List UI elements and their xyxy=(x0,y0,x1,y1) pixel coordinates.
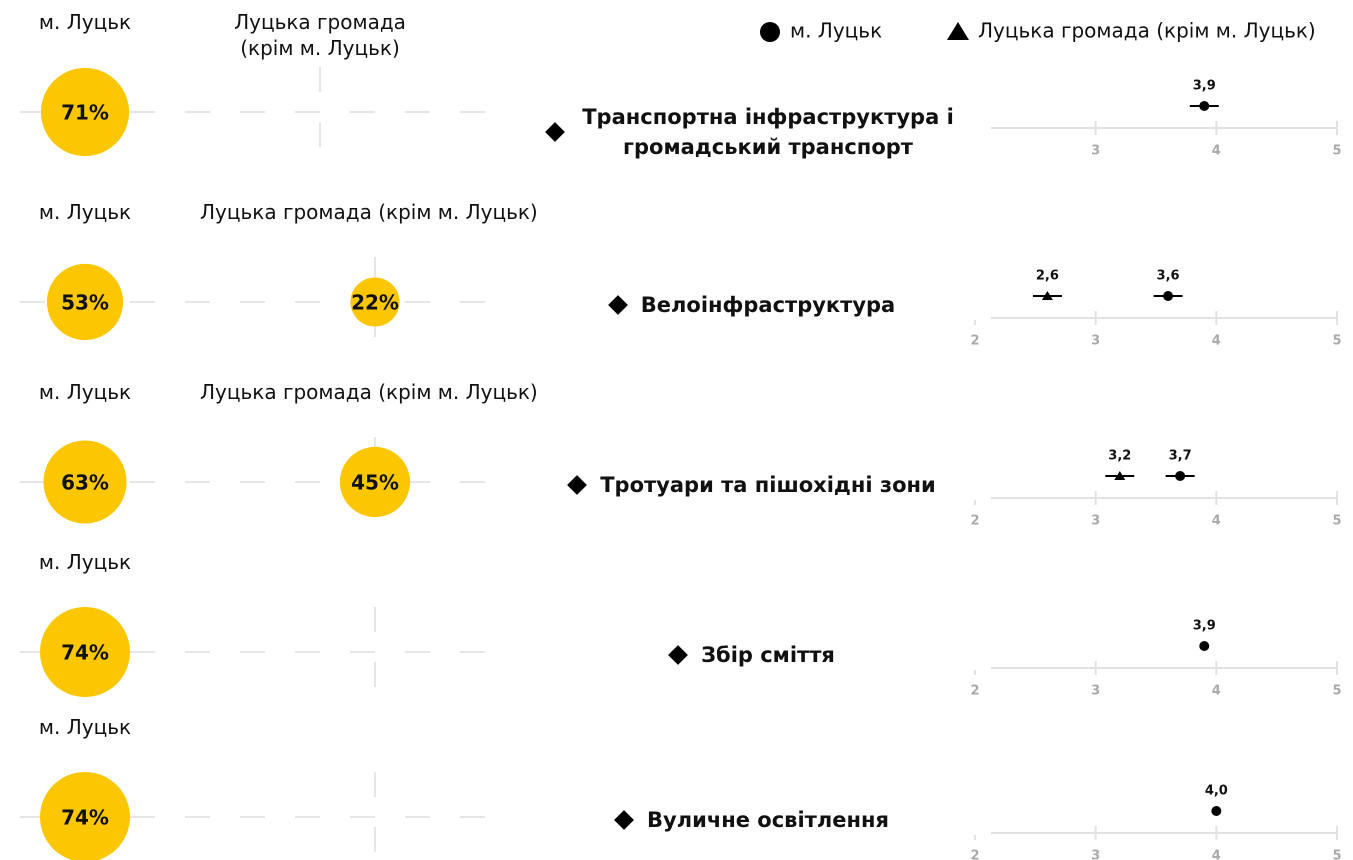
diamond xyxy=(607,295,628,315)
circle-marker xyxy=(1175,471,1186,481)
column-label: Луцька громада (крім м. Луцьк) xyxy=(234,10,406,60)
diamond xyxy=(545,122,565,142)
value-label: 3,2 xyxy=(1108,449,1131,464)
circle-marker xyxy=(760,22,780,42)
value-label: 2,6 xyxy=(1036,269,1059,284)
diamond xyxy=(614,810,634,830)
x-tick-label: 4 xyxy=(1212,514,1221,529)
x-tick-label: 4 xyxy=(1212,684,1221,699)
column-label: м. Луцьк xyxy=(38,200,132,224)
x-tick-label: 3 xyxy=(1091,684,1100,699)
legend-label: м. Луцьк xyxy=(790,19,882,43)
row-title: Велоінфраструктура xyxy=(515,290,991,320)
diamond xyxy=(567,475,588,495)
bubble-label: 45% xyxy=(351,471,399,495)
x-tick-label: 2 xyxy=(970,849,979,860)
row-title: Транспортна інфраструктура і громадський… xyxy=(515,102,991,162)
triangle-marker xyxy=(1041,291,1053,300)
circle-marker xyxy=(1199,101,1210,111)
bubble xyxy=(40,67,130,157)
x-tick-label: 2 xyxy=(970,684,979,699)
x-tick-label: 5 xyxy=(1332,334,1341,349)
bubble xyxy=(43,440,127,524)
x-tick-label: 4 xyxy=(1212,849,1221,860)
value-label: 4,0 xyxy=(1205,784,1228,799)
x-tick-label: 5 xyxy=(1332,514,1341,529)
triangle-marker xyxy=(1114,471,1126,480)
bubble-label: 53% xyxy=(61,291,109,315)
triangle-marker xyxy=(947,22,969,40)
bubble-label: 63% xyxy=(61,471,109,495)
circle-marker xyxy=(1163,291,1174,301)
value-label: 3,9 xyxy=(1193,619,1216,634)
title-text: Велоінфраструктура xyxy=(640,293,896,317)
value-label: 3,6 xyxy=(1157,269,1180,284)
bubble-label: 74% xyxy=(61,806,109,830)
bubble-label: 71% xyxy=(61,101,109,125)
x-tick-label: 3 xyxy=(1091,514,1100,529)
title-text: Вуличне освітлення xyxy=(647,808,889,832)
title-text: Тротуари та пішохідні зони xyxy=(600,473,936,497)
bubble xyxy=(40,772,130,860)
column-label: Луцька громада (крім м. Луцьк) xyxy=(200,200,538,224)
x-tick-label: 3 xyxy=(1091,144,1100,159)
bubble xyxy=(46,263,124,341)
circle-marker xyxy=(1211,806,1222,816)
column-label: м. Луцьк xyxy=(38,715,132,739)
title-text: Збір сміття xyxy=(701,643,835,667)
x-tick-label: 3 xyxy=(1091,849,1100,860)
x-tick-label: 4 xyxy=(1212,144,1221,159)
row-title: Вуличне освітлення xyxy=(515,805,991,835)
x-tick-label: 5 xyxy=(1332,684,1341,699)
title-text: Транспортна інфраструктура і громадський… xyxy=(582,105,954,159)
column-label: Луцька громада (крім м. Луцьк) xyxy=(200,380,538,404)
x-tick-label: 5 xyxy=(1332,849,1341,860)
column-label: м. Луцьк xyxy=(38,10,132,34)
x-tick-label: 2 xyxy=(970,514,979,529)
legend-label: Луцька громада (крім м. Луцьк) xyxy=(978,19,1316,43)
bubble-label: 74% xyxy=(61,641,109,665)
bubble xyxy=(40,607,130,697)
row-title: Тротуари та пішохідні зони xyxy=(515,470,991,500)
diamond xyxy=(668,645,689,665)
column-label: м. Луцьк xyxy=(38,550,132,574)
x-tick-label: 3 xyxy=(1091,334,1100,349)
circle-marker xyxy=(1199,641,1210,651)
bubble xyxy=(350,277,400,327)
bubble xyxy=(339,446,411,518)
x-tick-label: 2 xyxy=(970,334,979,349)
x-tick-label: 4 xyxy=(1212,334,1221,349)
row-title: Збір сміття xyxy=(515,640,991,670)
value-label: 3,7 xyxy=(1169,449,1192,464)
bubble-label: 22% xyxy=(351,291,399,315)
x-tick-label: 5 xyxy=(1332,144,1341,159)
value-label: 3,9 xyxy=(1193,79,1216,94)
column-label: м. Луцьк xyxy=(38,380,132,404)
